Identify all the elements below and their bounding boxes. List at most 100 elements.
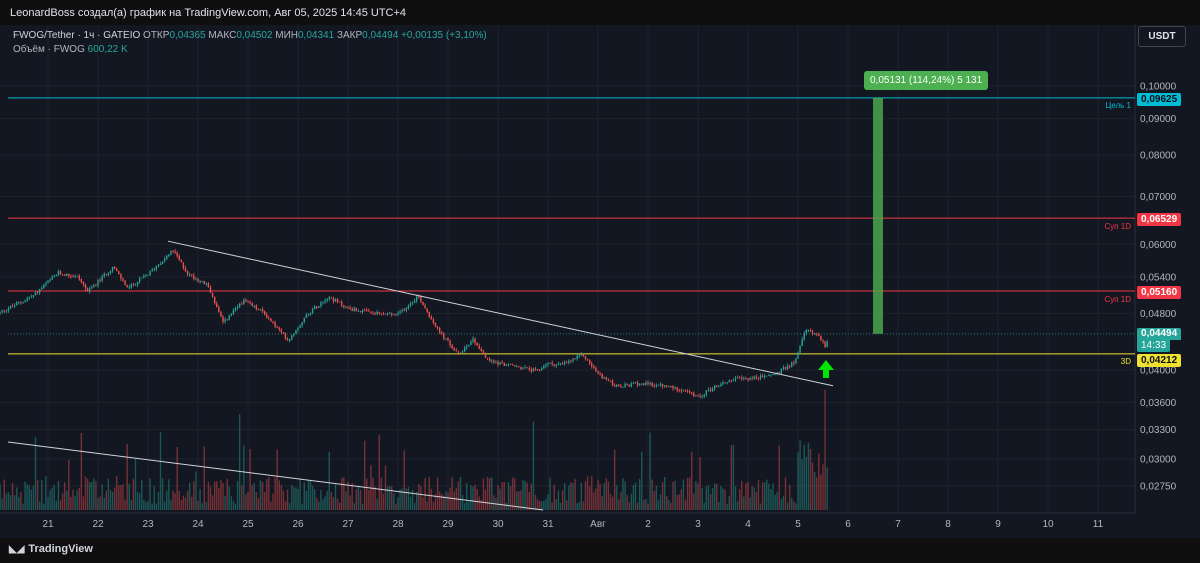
volume-bar (301, 503, 303, 510)
volume-bar (632, 485, 635, 510)
currency-button[interactable]: USDT (1138, 26, 1186, 47)
candle-body (128, 287, 130, 289)
candle-body (474, 338, 476, 343)
candle-body (284, 333, 287, 340)
candle-body (457, 351, 460, 353)
volume-bar (368, 489, 370, 510)
volume-bar (676, 494, 678, 510)
volume-bar (524, 480, 526, 510)
candle-body (249, 301, 251, 304)
candle-body (686, 391, 689, 392)
volume-bar (730, 445, 733, 510)
symbol-name[interactable]: FWOG/Tether · 1ч · GATEIO (13, 30, 141, 41)
volume-bar (30, 489, 33, 510)
volume-bar (122, 484, 124, 510)
candle-body (11, 305, 14, 307)
time-tick-label: 31 (542, 519, 554, 530)
volume-bar (70, 496, 72, 510)
volume-bar (503, 482, 505, 510)
candle-body (795, 358, 797, 364)
volume-bar (549, 477, 551, 510)
candle-body (5, 310, 8, 312)
candle-body (166, 255, 168, 259)
candle-body (0, 311, 1, 313)
candle-body (476, 342, 478, 346)
volume-bar (220, 479, 222, 510)
volume-bars (0, 389, 828, 510)
volume-bar (795, 503, 797, 510)
tradingview-logo[interactable]: ◣◢ TradingView (9, 543, 93, 555)
volume-bar (741, 481, 743, 510)
volume-bar (791, 497, 793, 510)
candle-body (418, 296, 420, 298)
candle-body (68, 273, 70, 276)
volume-bar (680, 489, 683, 510)
volume-bar (553, 484, 555, 510)
candle-body (28, 297, 30, 299)
volume-bar (353, 503, 355, 510)
volume-bar (820, 474, 822, 510)
volume-bar (188, 482, 191, 510)
volume-bar (76, 490, 78, 510)
volume-bar (432, 501, 435, 510)
volume-bar (378, 434, 380, 510)
volume-bar (193, 481, 195, 510)
candle-body (153, 269, 155, 271)
high-label: МАКС (208, 30, 237, 41)
candle-body (778, 372, 780, 374)
volume-bar (326, 490, 328, 510)
candle-body (47, 280, 49, 284)
candle-body (311, 309, 314, 313)
volume-bar (603, 483, 605, 510)
price-chart[interactable]: 0,10000 0,09000 0,08000 0,07000 0,06000 0,054… (0, 25, 1200, 538)
candle-body (238, 303, 241, 307)
candle-body (420, 297, 422, 303)
candle-body (424, 305, 426, 309)
candles (0, 248, 828, 399)
volume-bar (713, 483, 716, 510)
close-label: ЗАКР (336, 30, 363, 41)
candle-body (155, 266, 158, 270)
volume-bar (511, 477, 514, 510)
time-tick-label: 21 (42, 519, 54, 530)
volume-bar (366, 478, 368, 510)
volume-bar (103, 497, 105, 510)
candle-body (766, 375, 768, 377)
volume-bar (411, 489, 414, 510)
price-tick-label: 0,04800 (1140, 309, 1177, 320)
candle-body (541, 368, 543, 370)
candle-body (59, 271, 62, 275)
candle-body (613, 385, 616, 387)
volume-bar (113, 487, 116, 510)
measure-label: 0,05131 (114,24%) 5 131 (864, 71, 989, 90)
candle-body (770, 374, 772, 376)
volume-bar (478, 496, 480, 510)
candle-body (97, 279, 99, 286)
volume-bar (386, 486, 389, 510)
candle-body (609, 380, 612, 382)
candle-body (7, 308, 10, 311)
candle-body (43, 284, 45, 288)
volume-bar (403, 450, 405, 510)
volume-bar (597, 479, 599, 510)
candle-body (774, 373, 776, 375)
volume-bar (347, 481, 349, 510)
volume-label[interactable]: Объём · FWOG (13, 44, 85, 55)
volume-bar (318, 501, 320, 510)
volume-bar (280, 484, 283, 510)
time-tick-label: 6 (845, 519, 851, 530)
volume-bar (128, 483, 130, 510)
volume-legend: Объём · FWOG 600,22 K (13, 44, 128, 55)
candle-body (445, 338, 447, 340)
candle-body (711, 388, 714, 391)
candle-body (520, 367, 522, 370)
volume-bar (172, 490, 174, 510)
candle-body (124, 280, 126, 286)
candle-body (745, 378, 747, 379)
volume-bar (186, 490, 189, 510)
candle-body (826, 341, 828, 348)
candle-body (522, 368, 524, 370)
volume-bar (799, 440, 801, 510)
volume-bar (72, 489, 74, 510)
volume-bar (776, 491, 778, 510)
